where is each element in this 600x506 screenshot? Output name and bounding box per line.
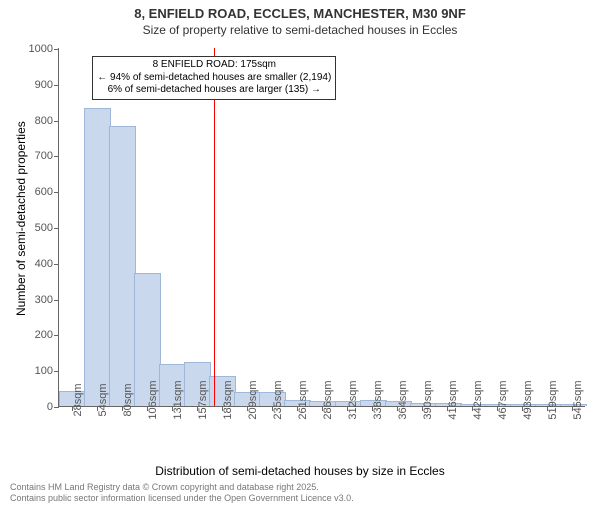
x-tick-label: 106sqm xyxy=(147,380,159,419)
annotation-line2: ← 94% of semi-detached houses are smalle… xyxy=(97,72,331,85)
x-tick-label: 261sqm xyxy=(297,380,309,419)
x-tick-label: 131sqm xyxy=(172,380,184,419)
property-marker-line xyxy=(214,48,215,406)
histogram-bar xyxy=(84,108,111,406)
x-tick-label: 54sqm xyxy=(97,383,109,416)
y-tick: 800 xyxy=(59,120,585,121)
y-tick: 700 xyxy=(59,155,585,156)
chart-title-line1: 8, ENFIELD ROAD, ECCLES, MANCHESTER, M30… xyxy=(0,6,600,21)
x-tick-label: 519sqm xyxy=(547,380,559,419)
x-axis-label: Distribution of semi-detached houses by … xyxy=(0,464,600,478)
y-tick: 600 xyxy=(59,191,585,192)
plot-area: 0100200300400500600700800900100028sqm54s… xyxy=(58,48,585,407)
x-tick-label: 364sqm xyxy=(397,380,409,419)
y-tick-label: 900 xyxy=(35,79,59,91)
chart-footer: Contains HM Land Registry data © Crown c… xyxy=(10,482,354,504)
y-tick-label: 500 xyxy=(35,222,59,234)
x-tick-label: 157sqm xyxy=(197,380,209,419)
y-tick-label: 700 xyxy=(35,150,59,162)
y-tick: 400 xyxy=(59,263,585,264)
x-tick-label: 209sqm xyxy=(247,380,259,419)
y-axis-label: Number of semi-detached properties xyxy=(14,121,28,316)
x-tick-label: 312sqm xyxy=(347,380,359,419)
x-tick-label: 338sqm xyxy=(372,380,384,419)
y-tick: 500 xyxy=(59,227,585,228)
x-tick-label: 235sqm xyxy=(272,380,284,419)
x-tick-label: 493sqm xyxy=(522,380,534,419)
chart-container: 8, ENFIELD ROAD, ECCLES, MANCHESTER, M30… xyxy=(0,6,600,506)
y-tick-label: 100 xyxy=(35,365,59,377)
y-tick-label: 1000 xyxy=(29,43,59,55)
y-tick-label: 600 xyxy=(35,186,59,198)
annotation-line3: 6% of semi-detached houses are larger (1… xyxy=(97,84,331,97)
x-tick-label: 183sqm xyxy=(222,380,234,419)
x-tick-label: 442sqm xyxy=(472,380,484,419)
y-tick-label: 0 xyxy=(47,401,59,413)
histogram-bar xyxy=(109,126,136,406)
x-tick-label: 80sqm xyxy=(122,383,134,416)
x-tick-label: 416sqm xyxy=(447,380,459,419)
footer-line1: Contains HM Land Registry data © Crown c… xyxy=(10,482,354,493)
y-tick-label: 800 xyxy=(35,115,59,127)
chart-title-line2: Size of property relative to semi-detach… xyxy=(0,23,600,37)
annotation-line1: 8 ENFIELD ROAD: 175sqm xyxy=(97,59,331,72)
annotation-box: 8 ENFIELD ROAD: 175sqm← 94% of semi-deta… xyxy=(92,56,336,100)
x-tick-label: 28sqm xyxy=(72,383,84,416)
y-tick-label: 300 xyxy=(35,294,59,306)
x-tick-label: 390sqm xyxy=(422,380,434,419)
x-tick-label: 545sqm xyxy=(572,380,584,419)
x-tick-label: 467sqm xyxy=(497,380,509,419)
x-tick-label: 286sqm xyxy=(322,380,334,419)
y-tick: 1000 xyxy=(59,48,585,49)
footer-line2: Contains public sector information licen… xyxy=(10,493,354,504)
y-tick-label: 400 xyxy=(35,258,59,270)
y-tick-label: 200 xyxy=(35,329,59,341)
